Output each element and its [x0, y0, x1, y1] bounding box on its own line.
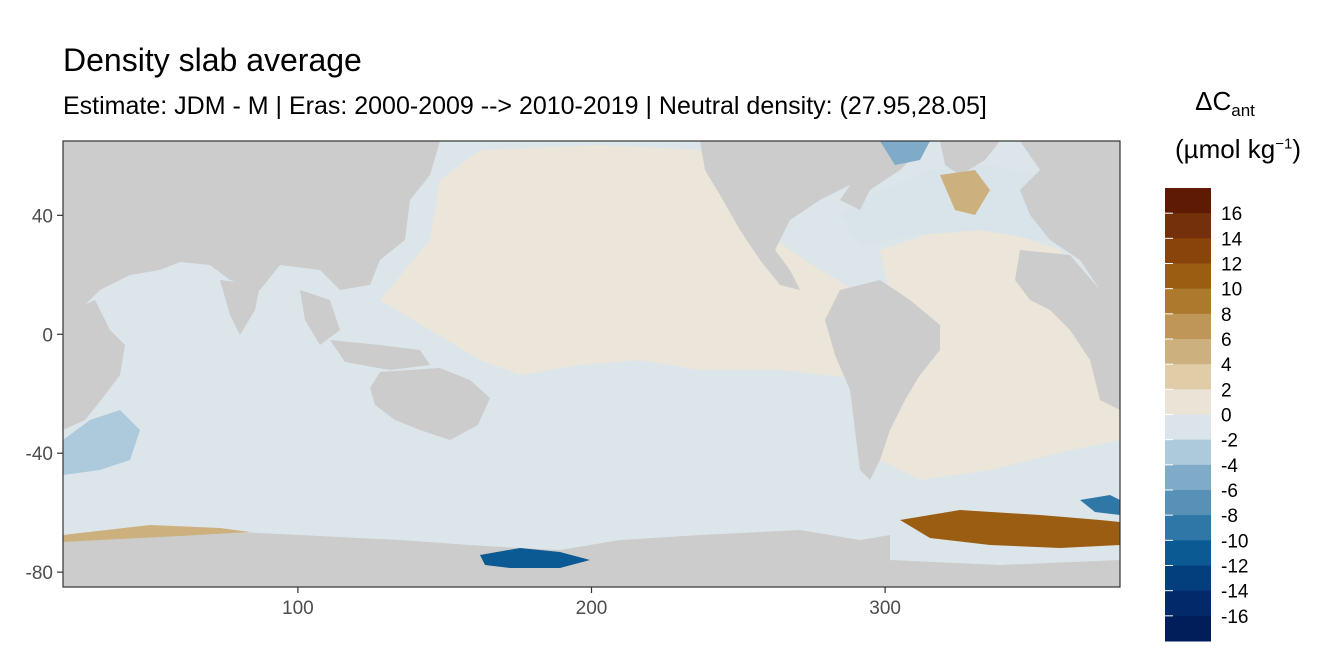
land-india — [220, 280, 260, 335]
y-tick-label: 40 — [32, 206, 53, 227]
land-africa-west — [1015, 250, 1120, 410]
y-tick-label: -40 — [26, 444, 53, 465]
ross-sea-strong-negative — [480, 548, 590, 568]
north-atlantic-positive — [940, 170, 990, 215]
legend-unit: (µmol kg−1) — [1158, 134, 1318, 165]
legend-break-label: -6 — [1221, 481, 1238, 502]
x-tick-label: 300 — [869, 598, 901, 619]
x-axis: 100 200 300 — [282, 587, 901, 619]
legend-bin — [1165, 565, 1211, 592]
legend-labels: 16 14 12 10 8 6 4 2 0 -2 -4 -6 -8 -10 -12 -14 -16 — [1165, 204, 1249, 628]
legend-title-sub: ant — [1231, 101, 1255, 121]
legend-bin — [1165, 389, 1211, 415]
x-tick-label: 200 — [576, 598, 608, 619]
legend-bin — [1165, 414, 1211, 441]
land-indonesia — [330, 340, 430, 370]
land-eurasia — [63, 141, 440, 315]
land-greenland — [940, 141, 1000, 175]
legend-break-label: 16 — [1221, 204, 1242, 225]
chart-title: Density slab average — [63, 42, 362, 78]
legend-title: ΔCant — [1160, 86, 1290, 121]
legend-unit-suffix: ) — [1292, 134, 1301, 164]
legend-break-label: -12 — [1221, 557, 1248, 578]
legend-colorbar — [1165, 188, 1211, 642]
legend-bin — [1165, 615, 1211, 642]
legend-unit-sup: −1 — [1275, 135, 1293, 153]
weddell-sea-negative-edge — [1080, 495, 1120, 515]
legend-break-label: 10 — [1221, 280, 1242, 301]
legend-break-label: 14 — [1221, 229, 1243, 250]
antarctic-coastal-positive — [63, 525, 250, 542]
legend-bin — [1165, 540, 1211, 566]
legend-break-label: -4 — [1221, 456, 1238, 477]
legend-break-label: 8 — [1221, 305, 1232, 326]
legend-break-label: 0 — [1221, 406, 1232, 427]
legend-break-label: 12 — [1221, 255, 1242, 276]
legend-bin — [1165, 263, 1211, 290]
legend-unit-prefix: (µmol kg — [1175, 134, 1276, 164]
land-se-asia — [300, 290, 340, 345]
land-europe — [1020, 141, 1120, 300]
land-masses — [63, 141, 1120, 587]
land-antarctica — [63, 530, 890, 587]
map-panel — [63, 141, 1120, 587]
land-north-america — [700, 141, 880, 290]
legend-break-label: -2 — [1221, 431, 1238, 452]
legend-break-label: -8 — [1221, 506, 1238, 527]
land-australia — [370, 368, 490, 440]
y-tick-label: 0 — [42, 325, 53, 346]
legend-bin — [1165, 490, 1211, 516]
legend-break-label: 6 — [1221, 330, 1232, 351]
legend-bin — [1165, 313, 1211, 340]
legend-bin — [1165, 590, 1211, 617]
legend-break-label: -10 — [1221, 531, 1248, 552]
y-axis: 40 0 -40 -80 — [26, 206, 63, 584]
legend-bin — [1165, 188, 1211, 214]
legend-bin — [1165, 515, 1211, 541]
legend-title-main: ΔC — [1195, 86, 1232, 116]
x-tick-label: 100 — [282, 598, 314, 619]
labrador-negative — [880, 141, 930, 165]
weddell-sea-positive — [900, 510, 1120, 548]
legend-bin — [1165, 339, 1211, 365]
legend-break-label: -16 — [1221, 607, 1248, 628]
pacific-positive-region — [380, 145, 900, 380]
indian-negative-patch — [63, 410, 140, 475]
legend-bin — [1165, 288, 1211, 315]
land-antarctica-east — [890, 560, 1120, 587]
legend-break-label: 2 — [1221, 380, 1232, 401]
land-south-america — [825, 280, 940, 480]
legend-bin — [1165, 464, 1211, 491]
legend-bin — [1165, 238, 1211, 264]
chart-subtitle: Estimate: JDM - M | Eras: 2000-2009 --> … — [63, 92, 987, 120]
legend-bin — [1165, 213, 1211, 239]
legend-break-label: 4 — [1221, 355, 1232, 376]
y-tick-label: -80 — [26, 563, 53, 584]
legend-break-label: -14 — [1221, 582, 1249, 603]
legend-bin — [1165, 364, 1211, 390]
legend-bin — [1165, 439, 1211, 466]
land-africa — [63, 300, 125, 430]
